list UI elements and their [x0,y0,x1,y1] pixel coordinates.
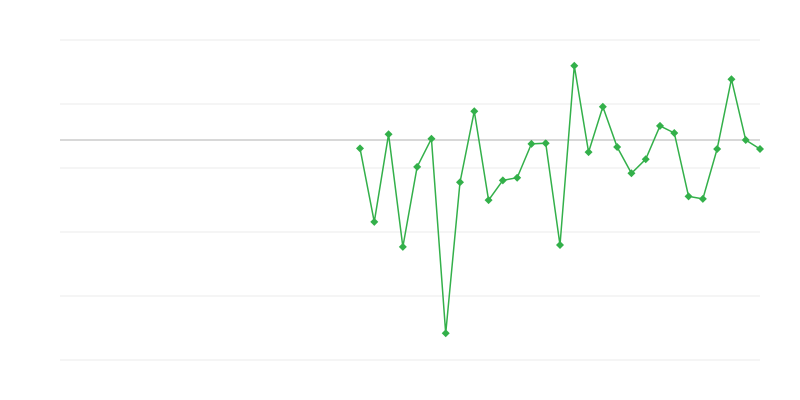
data-point [556,240,564,249]
data-point [370,217,379,226]
data-point [456,178,464,187]
data-point [527,139,536,148]
gridlines [60,39,760,361]
data-point [513,173,522,182]
data-point [570,61,579,70]
data-point [470,107,479,116]
data-point [413,162,422,171]
data-point [713,144,722,153]
data-point [498,176,507,185]
data-point [441,329,450,338]
data-point [656,121,664,130]
data-point [670,128,679,137]
data-point [484,196,493,205]
data-point [684,192,693,201]
data-point [641,155,650,164]
data-point [598,102,607,111]
data-point [541,139,550,148]
data-point [741,136,750,144]
data-point [698,194,707,203]
data-point [727,75,736,84]
data-point [427,134,436,143]
data-point [356,144,364,153]
data-point [613,143,622,152]
data-point [756,144,764,153]
data-point [384,130,393,139]
data-point [398,242,407,251]
series-line-group [356,61,764,338]
data-point [627,169,636,178]
data-point [584,148,593,157]
